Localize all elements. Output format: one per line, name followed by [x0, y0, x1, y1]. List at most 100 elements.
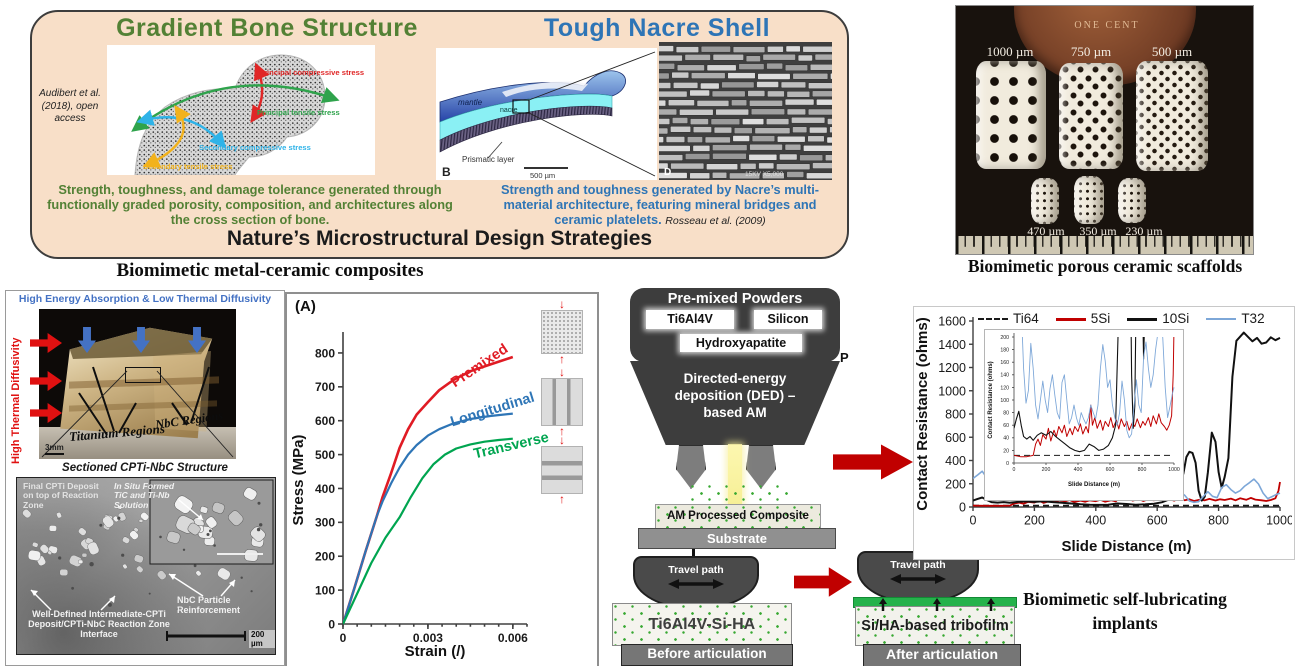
svg-text:0: 0 [328, 617, 335, 631]
svg-text:1200: 1200 [938, 361, 966, 375]
svg-text:160: 160 [1000, 360, 1009, 366]
scaffold-size-label: 500 µm [1151, 44, 1193, 59]
svg-text:800: 800 [315, 346, 335, 360]
svg-text:80: 80 [1003, 410, 1009, 416]
t32-line-icon [1206, 318, 1237, 321]
block-scale-label: 3mm [45, 443, 64, 455]
prismatic-leader-line [487, 141, 503, 159]
svg-text:0: 0 [1013, 467, 1016, 473]
legend-item: T32 [1206, 311, 1265, 326]
nacre-caption-text: Strength and toughness generated by Nacr… [500, 182, 820, 228]
svg-text:0: 0 [1006, 461, 1009, 467]
specimen-transverse-icon: ↓ ↑ [541, 434, 583, 506]
composite-left-label-wrap: High Thermal Diffusivity [8, 319, 24, 464]
nozzle-right [746, 445, 776, 489]
svg-text:100: 100 [1000, 398, 1009, 404]
svg-text:140: 140 [1000, 373, 1009, 379]
scaffold-230um [1118, 178, 1146, 223]
bone-illustration: Principal compressive stress Principal t… [131, 54, 364, 175]
scaffold-size-label: 1000 µm [986, 44, 1034, 59]
svg-text:600: 600 [315, 414, 335, 428]
svg-text:1000: 1000 [1168, 467, 1180, 473]
nacre-scale-label: 500 µm [530, 171, 555, 180]
tension-arrow-icon: ↑ [559, 424, 565, 438]
svg-text:300: 300 [315, 516, 335, 530]
svg-text:700: 700 [315, 380, 335, 394]
svg-text:Stress (MPa): Stress (MPa) [290, 435, 307, 526]
scaffold-photo: ONE CENT 1000 µm 750 µm 500 µm 470 µm 35… [955, 5, 1254, 255]
series-Premixed [343, 355, 514, 625]
nacre-sem-image: D 15KV X5,000 [659, 42, 832, 180]
transition-arrow-icon [794, 567, 852, 597]
svg-text:400: 400 [1085, 514, 1106, 528]
legend-label: 10Si [1162, 311, 1190, 326]
travel-path-label: Travel path [668, 564, 724, 576]
block-leader-lines [41, 366, 234, 458]
bone-citation: Audibert et al. (2018), open access [39, 88, 101, 124]
svg-text:800: 800 [1138, 467, 1147, 473]
legend-label: Ti64 [1013, 311, 1039, 326]
tension-arrow-icon: ↑ [559, 352, 565, 366]
before-sample: Ti6Al4V-Si-HA [612, 603, 792, 646]
tension-arrow-icon: ↓ [559, 297, 565, 311]
tension-arrow-icon: ↑ [559, 492, 565, 506]
stress-strain-chart: 0 100 200 300 400 500 600 700 800 0 0.003 0.006 Stre… [290, 332, 528, 660]
svg-text:40: 40 [1003, 436, 1009, 442]
svg-text:400: 400 [1074, 467, 1083, 473]
specimen-longitudinal-icon: ↓ ↑ [541, 366, 583, 438]
powder-silicon: Silicon [754, 310, 822, 329]
composite-sem-image: Final CPTi Deposit on top of Reaction Zo… [16, 477, 276, 655]
nozzle-left [676, 445, 706, 489]
travel-path-label: Travel path [890, 559, 946, 571]
before-pin: Travel path [633, 556, 759, 610]
principal-tensile-label: Principal tensile stress [257, 108, 340, 117]
svg-text:Contact Resistance (ohms): Contact Resistance (ohms) [914, 317, 931, 510]
svg-text:800: 800 [1208, 514, 1229, 528]
ruler [956, 236, 1253, 254]
bone-caption: Strength, toughness, and damage toleranc… [47, 182, 453, 228]
composite-top-label: High Energy Absorption & Low Thermal Dif… [18, 293, 272, 305]
stress-strain-chart-panel: (A) 0 100 200 300 400 500 600 700 800 0 0.003 0.006… [285, 292, 599, 666]
nacre-platelet-texture [659, 45, 832, 180]
svg-text:500: 500 [315, 448, 335, 462]
svg-text:200: 200 [1042, 467, 1051, 473]
axes [1012, 333, 1175, 465]
bone-figure: Principal compressive stress Principal t… [107, 45, 375, 175]
scaffold-1000um [976, 61, 1046, 169]
sem-scale-label: 200 µm [249, 630, 275, 648]
powder-hydroxyapatite: Hydroxyapatite [680, 334, 802, 352]
legend-label: T32 [1241, 311, 1265, 326]
secondary-tensile-arrow [142, 105, 191, 168]
substrate: Substrate [638, 528, 836, 549]
svg-text:200: 200 [945, 477, 966, 491]
chart-legend: Ti64 5Si 10Si T32 [978, 311, 1265, 326]
transverse-specimen [541, 446, 583, 494]
prismatic-label: Prismatic layer [462, 155, 515, 164]
series-10Si [1014, 337, 1145, 453]
series-T32 [1021, 337, 1175, 439]
svg-text:1400: 1400 [938, 338, 966, 352]
contact-resistance-inset-chart: 0 20 40 60 80 100 120 140 160 180 200 0 200 400 600 800… [988, 333, 1180, 488]
sem-meta-label: 15KV X5,000 [745, 171, 784, 178]
svg-text:0: 0 [970, 514, 977, 528]
series-Transverse [343, 437, 513, 625]
pin-contact-mark [692, 549, 695, 557]
scaffold-470um [1031, 178, 1059, 224]
10si-line-icon [1127, 317, 1158, 321]
penny-text: ONE CENT [1074, 20, 1140, 31]
legend-label: 5Si [1090, 311, 1111, 326]
5si-line-icon [1055, 317, 1086, 321]
series-5Si [1014, 337, 1175, 458]
nacre-panel-title: Tough Nacre Shell [543, 14, 771, 42]
double-arrow-icon [668, 579, 724, 589]
legend-item: 5Si [1055, 311, 1111, 326]
scaffold-size-label: 750 µm [1070, 44, 1112, 59]
legend-item: 10Si [1127, 311, 1189, 326]
nacre-citation: Rosseau et al. (2009) [665, 215, 766, 228]
ded-body-label: Directed-energy deposition (DED) – based… [674, 371, 796, 420]
nature-strategies-panel: Gradient Bone Structure Tough Nacre Shel… [30, 10, 849, 259]
before-sample-label: Ti6Al4V-Si-HA [648, 616, 756, 633]
svg-text:Slide Distance (m): Slide Distance (m) [1061, 538, 1191, 555]
after-sample-label: Si/HA-based tribofilm [861, 618, 1009, 634]
